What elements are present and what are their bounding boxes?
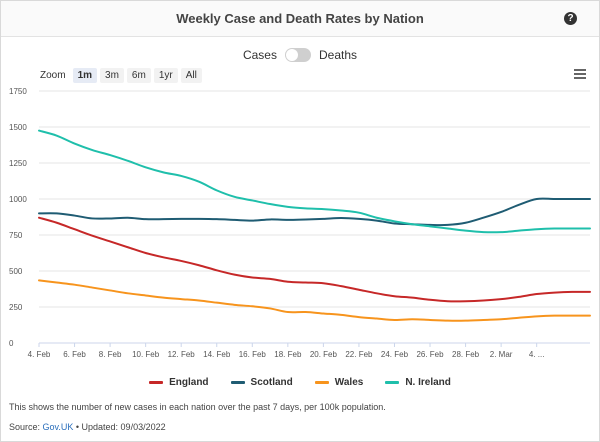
x-tick-label: 16. Feb xyxy=(239,350,267,359)
chart-legend: England Scotland Wales N. Ireland xyxy=(1,375,599,389)
toggle-label-deaths: Deaths xyxy=(318,48,358,62)
help-icon[interactable]: ? xyxy=(564,12,577,25)
line-chart: 0 250 500 750 1000 1250 1500 1750 4. Feb 6. Feb 8.… xyxy=(9,87,591,359)
x-tick-label: 8. Feb xyxy=(99,350,122,359)
updated-date: • Updated: 09/03/2022 xyxy=(73,422,166,432)
zoom-3m-button[interactable]: 3m xyxy=(100,67,124,83)
zoom-1yr-button[interactable]: 1yr xyxy=(153,67,178,83)
legend-label-wales: Wales xyxy=(334,376,364,388)
series-line-wales xyxy=(38,279,591,322)
legend-label-england: England xyxy=(169,376,209,388)
legend-item-wales[interactable]: Wales xyxy=(314,375,364,389)
legend-label-n-ireland: N. Ireland xyxy=(405,376,451,388)
x-tick-label: 12. Feb xyxy=(168,350,196,359)
source-line: Source: Gov.UK • Updated: 09/03/2022 xyxy=(9,422,166,432)
y-tick-label-750: 750 xyxy=(9,231,23,240)
y-tick-label-0: 0 xyxy=(9,339,14,348)
legend-label-scotland: Scotland xyxy=(250,376,293,388)
card-header: Weekly Case and Death Rates by Nation ? xyxy=(1,1,599,37)
zoom-all-button[interactable]: All xyxy=(180,67,202,83)
y-tick-label-1750: 1750 xyxy=(9,87,27,96)
y-tick-label-1500: 1500 xyxy=(9,123,27,132)
legend-swatch-n-ireland xyxy=(385,380,400,384)
legend-swatch-scotland xyxy=(230,380,245,384)
x-tick-label: 22. Feb xyxy=(345,350,373,359)
source-prefix: Source: xyxy=(9,422,43,432)
y-tick-label-1250: 1250 xyxy=(9,159,27,168)
chart-footnote: This shows the number of new cases in ea… xyxy=(9,402,386,412)
toggle-label-cases: Cases xyxy=(242,48,277,62)
legend-item-n-ireland[interactable]: N. Ireland xyxy=(385,375,451,389)
legend-swatch-wales xyxy=(314,380,329,384)
cases-deaths-switch[interactable] xyxy=(284,48,311,62)
chart-title: Weekly Case and Death Rates by Nation xyxy=(176,11,424,26)
legend-item-scotland[interactable]: Scotland xyxy=(230,375,293,389)
x-tick-label: 2. Mar xyxy=(490,350,513,359)
x-tick-label: 28. Feb xyxy=(452,350,480,359)
x-tick-label: 14. Feb xyxy=(203,350,231,359)
x-tick-label: 24. Feb xyxy=(381,350,409,359)
zoom-label: Zoom xyxy=(40,69,66,81)
zoom-6m-button[interactable]: 6m xyxy=(126,67,151,83)
cases-deaths-toggle-row: Cases Deaths xyxy=(1,46,599,64)
x-tick-label: 20. Feb xyxy=(310,350,338,359)
switch-knob xyxy=(285,49,298,61)
source-link[interactable]: Gov.UK xyxy=(42,422,74,432)
x-tick-label: 26. Feb xyxy=(416,350,444,359)
hamburger-menu-icon[interactable] xyxy=(574,69,586,81)
y-tick-label-250: 250 xyxy=(9,303,23,312)
series-line-scotland xyxy=(38,197,591,227)
x-tick-label: 6. Feb xyxy=(63,350,86,359)
legend-item-england[interactable]: England xyxy=(149,375,209,389)
legend-swatch-england xyxy=(149,380,164,384)
x-tick-label: 4. ... xyxy=(529,350,545,359)
y-tick-label-500: 500 xyxy=(9,267,23,276)
x-tick-label: 4. Feb xyxy=(28,350,51,359)
zoom-bar: Zoom 1m 3m 6m 1yr All xyxy=(40,67,202,83)
series-line-n-ireland xyxy=(38,129,591,234)
series-line-england xyxy=(38,216,591,303)
y-tick-label-1000: 1000 xyxy=(9,195,27,204)
zoom-1m-button[interactable]: 1m xyxy=(72,67,98,83)
x-tick-label: 18. Feb xyxy=(274,350,302,359)
x-tick-label: 10. Feb xyxy=(132,350,160,359)
